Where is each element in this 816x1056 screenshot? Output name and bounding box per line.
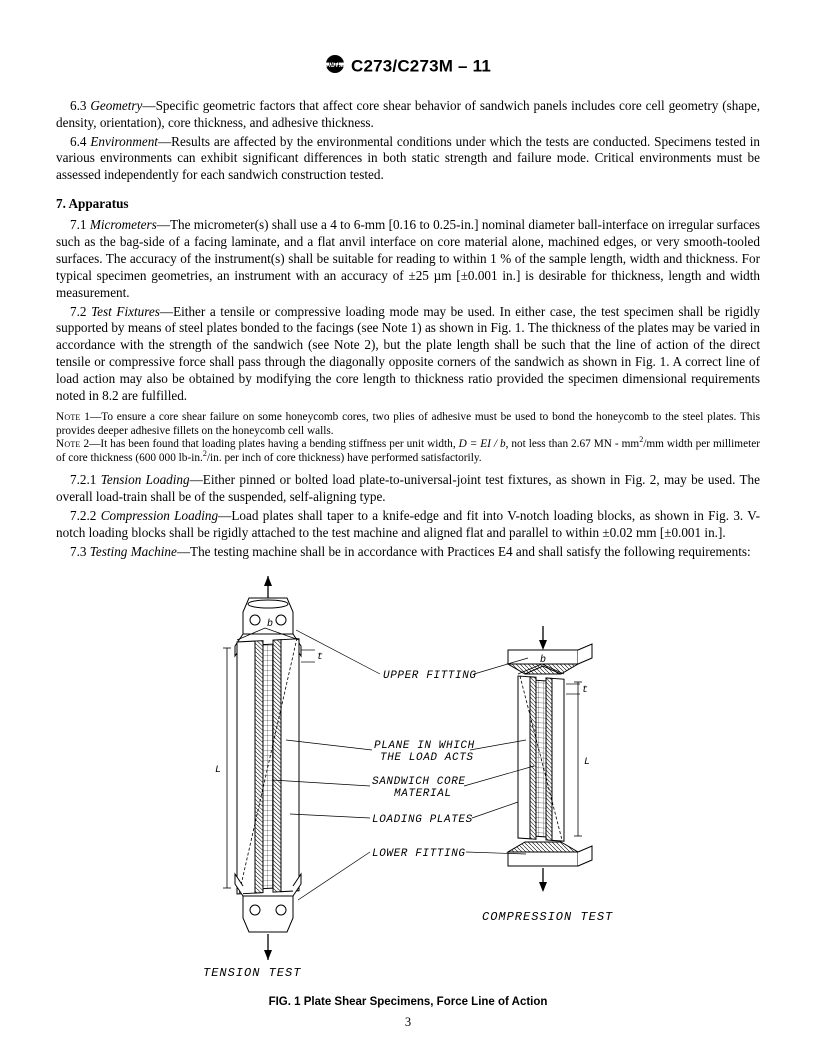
para-7-2: 7.2 Test Fixtures—Either a tensile or co…: [56, 304, 760, 405]
callout-labels: UPPER FITTING PLANE IN WHICH THE LOAD AC…: [272, 630, 534, 900]
figure-1-caption: FIG. 1 Plate Shear Specimens, Force Line…: [56, 995, 760, 1010]
note-label: Note: [56, 438, 81, 450]
para-7-2-1: 7.2.1 Tension Loading—Either pinned or b…: [56, 472, 760, 506]
clause-num: 6.4: [70, 134, 90, 149]
para-7-1: 7.1 Micrometers—The micrometer(s) shall …: [56, 217, 760, 301]
clause-num: 7.2.2: [70, 508, 101, 523]
clause-title: Tension Loading: [101, 472, 190, 487]
label-plates: LOADING PLATES: [372, 814, 473, 826]
clause-title: Test Fixtures: [91, 304, 160, 319]
para-7-2-2: 7.2.2 Compression Loading—Load plates sh…: [56, 508, 760, 542]
astm-logo: ASTM INTL: [325, 54, 345, 80]
clause-body: —Results are affected by the environment…: [56, 134, 760, 183]
notes-block: Note 1—To ensure a core shear failure on…: [56, 411, 760, 466]
figure-1-svg: b t L TENSION TEST: [158, 570, 658, 986]
label-plane-1: PLANE IN WHICH: [374, 740, 475, 752]
dim-L: L: [584, 757, 590, 768]
tension-label: TENSION TEST: [203, 966, 301, 980]
clause-num: 7.3: [70, 544, 90, 559]
note-1: Note 1—To ensure a core shear failure on…: [56, 411, 760, 439]
page-header: ASTM INTL C273/C273M – 11: [56, 54, 760, 80]
page-number: 3: [0, 1014, 816, 1030]
dim-b: b: [540, 654, 546, 666]
note-body: , not less than 2.67 MN - mm: [506, 438, 640, 450]
clause-num: 6.3: [70, 98, 90, 113]
clause-num: 7.2.1: [70, 472, 101, 487]
clause-title: Geometry: [90, 98, 142, 113]
label-plane-2: THE LOAD ACTS: [380, 752, 474, 764]
clause-body: —Specific geometric factors that affect …: [56, 98, 760, 130]
note-body: 2—It has been found that loading plates …: [81, 438, 459, 450]
note-2: Note 2—It has been found that loading pl…: [56, 438, 760, 466]
note-body: 1—To ensure a core shear failure on some…: [56, 411, 760, 437]
label-lower-fitting: LOWER FITTING: [372, 848, 466, 860]
label-upper-fitting: UPPER FITTING: [383, 670, 477, 682]
note-body: /in. per inch of core thickness) have pe…: [207, 452, 482, 464]
dim-t: t: [582, 685, 588, 696]
clause-title: Testing Machine: [90, 544, 177, 559]
label-core-2: MATERIAL: [394, 788, 452, 800]
clause-title: Micrometers: [90, 217, 157, 232]
dim-L: L: [215, 765, 221, 776]
note-eq: D = EI / b: [459, 438, 506, 450]
figure-1: b t L TENSION TEST: [56, 570, 760, 1010]
clause-body: —The micrometer(s) shall use a 4 to 6-mm…: [56, 217, 760, 300]
clause-body: —The testing machine shall be in accorda…: [177, 544, 751, 559]
standard-designation: C273/C273M – 11: [351, 56, 491, 75]
section-7-heading: 7. Apparatus: [56, 196, 760, 213]
clause-num: 7.1: [70, 217, 90, 232]
para-7-3: 7.3 Testing Machine—The testing machine …: [56, 544, 760, 561]
clause-body: —Either a tensile or compressive loading…: [56, 304, 760, 403]
para-6-3: 6.3 Geometry—Specific geometric factors …: [56, 98, 760, 132]
dim-b: b: [267, 618, 273, 630]
tension-test-diagram: b t L TENSION TEST: [203, 576, 323, 980]
clause-title: Compression Loading: [101, 508, 218, 523]
para-6-4: 6.4 Environment—Results are affected by …: [56, 134, 760, 185]
label-core-1: SANDWICH CORE: [372, 776, 466, 788]
svg-text:INTL: INTL: [329, 61, 341, 66]
note-label: Note: [56, 411, 81, 423]
compression-label: COMPRESSION TEST: [482, 910, 613, 924]
clause-title: Environment: [90, 134, 158, 149]
clause-num: 7.2: [70, 304, 91, 319]
dim-t: t: [317, 652, 323, 663]
